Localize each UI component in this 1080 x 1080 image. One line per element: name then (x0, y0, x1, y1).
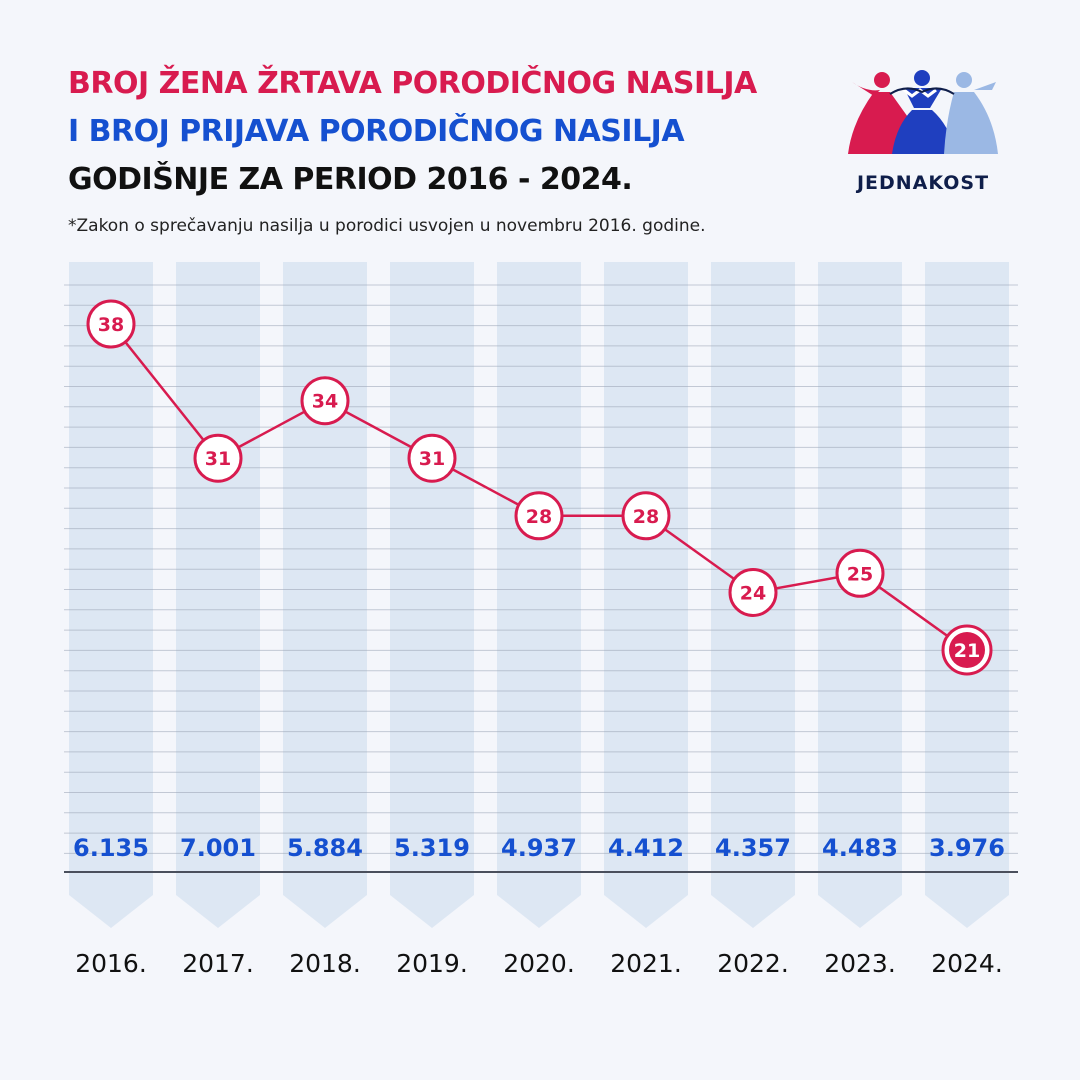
victims-value-label: 21 (954, 640, 980, 662)
year-column (390, 262, 474, 928)
x-tick-label: 2019. (396, 949, 468, 978)
x-tick-label: 2021. (610, 949, 682, 978)
x-tick-label: 2016. (75, 949, 147, 978)
x-tick-label: 2023. (824, 949, 896, 978)
victims-point: 38 (86, 299, 136, 349)
victims-value-label: 25 (847, 563, 873, 585)
victims-value-label: 28 (633, 506, 659, 528)
x-tick-label: 2018. (289, 949, 361, 978)
victims-point: 25 (835, 548, 885, 598)
x-tick-label: 2022. (717, 949, 789, 978)
victims-value-label: 34 (312, 391, 338, 413)
reports-value-label: 6.135 (73, 834, 149, 862)
victims-point: 28 (621, 491, 671, 541)
victims-value-label: 28 (526, 506, 552, 528)
year-column (69, 262, 153, 928)
victims-value-label: 31 (205, 448, 231, 470)
x-tick-label: 2017. (182, 949, 254, 978)
x-tick-labels: 2016. 2017. 2018. 2019. 2020. 2021. 2022. 2023.… (75, 949, 1003, 978)
year-column (176, 262, 260, 928)
reports-value-label: 5.884 (287, 834, 363, 862)
reports-value-label: 4.412 (608, 834, 684, 862)
reports-value-label: 4.937 (501, 834, 577, 862)
logo-wordmark: JEDNAKOST (856, 172, 990, 194)
x-tick-label: 2020. (503, 949, 575, 978)
victims-value-label: 38 (98, 314, 124, 336)
victims-point: 28 (514, 491, 564, 541)
victims-point: 31 (193, 433, 243, 483)
victims-point: 21 (941, 624, 993, 676)
reports-value-label: 4.483 (822, 834, 898, 862)
title-line-victims: BROJ ŽENA ŽRTAVA PORODIČNOG NASILJA (68, 66, 757, 101)
report-value-labels: 6.135 7.001 5.884 5.319 4.937 4.412 4.357 4.483… (73, 834, 1005, 862)
title-line-period: GODIŠNJE ZA PERIOD 2016 - 2024. (68, 162, 633, 197)
subtitle-note: *Zakon o sprečavanju nasilja u porodici … (68, 216, 706, 236)
victims-value-label: 24 (740, 582, 766, 604)
reports-value-label: 7.001 (180, 834, 256, 862)
year-column (497, 262, 581, 928)
column-backgrounds (69, 262, 1009, 928)
dancing-women-icon (848, 70, 998, 154)
reports-value-label: 4.357 (715, 834, 791, 862)
victims-value-label: 31 (419, 448, 445, 470)
victims-markers: 38 31 34 31 28 28 24 25 21 (86, 299, 993, 676)
victims-point: 24 (728, 567, 778, 617)
year-column (604, 262, 688, 928)
x-tick-label: 2024. (931, 949, 1003, 978)
year-column (925, 262, 1009, 928)
reports-value-label: 3.976 (929, 834, 1005, 862)
reports-value-label: 5.319 (394, 834, 470, 862)
jednakost-logo: JEDNAKOST (838, 66, 1008, 198)
year-column (283, 262, 367, 928)
victims-point: 31 (407, 433, 457, 483)
title-line-reports: I BROJ PRIJAVA PORODIČNOG NASILJA (68, 114, 685, 149)
victims-point: 34 (300, 376, 350, 426)
